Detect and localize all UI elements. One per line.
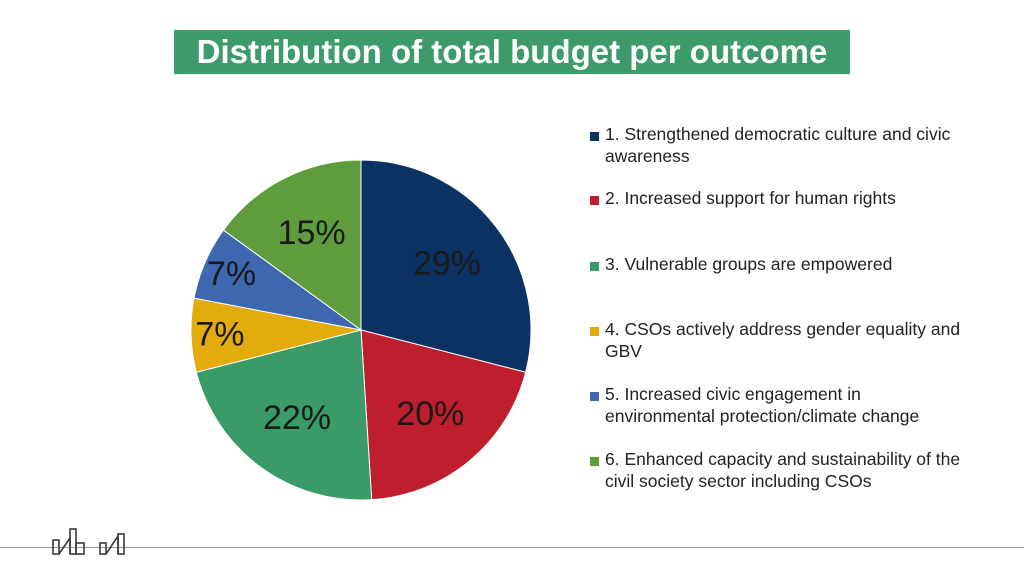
pie-slice-3 — [195, 329, 373, 501]
legend-swatch-2 — [590, 196, 599, 205]
pie-slice-6 — [222, 159, 362, 331]
slice-label-6: 15% — [278, 214, 346, 252]
legend-item-3: 3. Vulnerable groups are empowered — [590, 253, 965, 275]
legend-label-6: 6. Enhanced capacity and sustainability … — [605, 449, 961, 491]
legend-swatch-3 — [590, 262, 599, 271]
legend-item-1: 1. Strengthened democratic culture and c… — [590, 123, 965, 167]
legend-item-2: 2. Increased support for human rights — [590, 187, 965, 209]
chart-title: Distribution of total budget per outcome — [174, 30, 850, 74]
legend-label-3: 3. Vulnerable groups are empowered — [605, 254, 893, 274]
legend-item-5: 5. Increased civic engagement in environ… — [590, 383, 965, 427]
legend-item-4: 4. CSOs actively address gender equality… — [590, 318, 965, 362]
slice-label-5: 7% — [207, 255, 256, 293]
legend-label-1: 1. Strengthened democratic culture and c… — [605, 124, 951, 166]
slice-label-3: 22% — [263, 399, 331, 437]
pie-slice-1 — [360, 159, 532, 373]
pie-slice-2 — [360, 329, 527, 501]
footer-divider — [0, 547, 1024, 548]
slice-label-2: 20% — [396, 395, 464, 433]
legend-swatch-6 — [590, 457, 599, 466]
logo-icon — [52, 528, 125, 555]
legend-swatch-4 — [590, 327, 599, 336]
legend-swatch-5 — [590, 392, 599, 401]
legend-label-5: 5. Increased civic engagement in environ… — [605, 384, 920, 426]
legend-label-4: 4. CSOs actively address gender equality… — [605, 319, 961, 361]
legend-item-6: 6. Enhanced capacity and sustainability … — [590, 448, 965, 492]
slice-label-1: 29% — [413, 244, 481, 282]
legend-label-2: 2. Increased support for human rights — [605, 188, 896, 208]
legend-swatch-1 — [590, 132, 599, 141]
slice-label-4: 7% — [195, 315, 244, 353]
